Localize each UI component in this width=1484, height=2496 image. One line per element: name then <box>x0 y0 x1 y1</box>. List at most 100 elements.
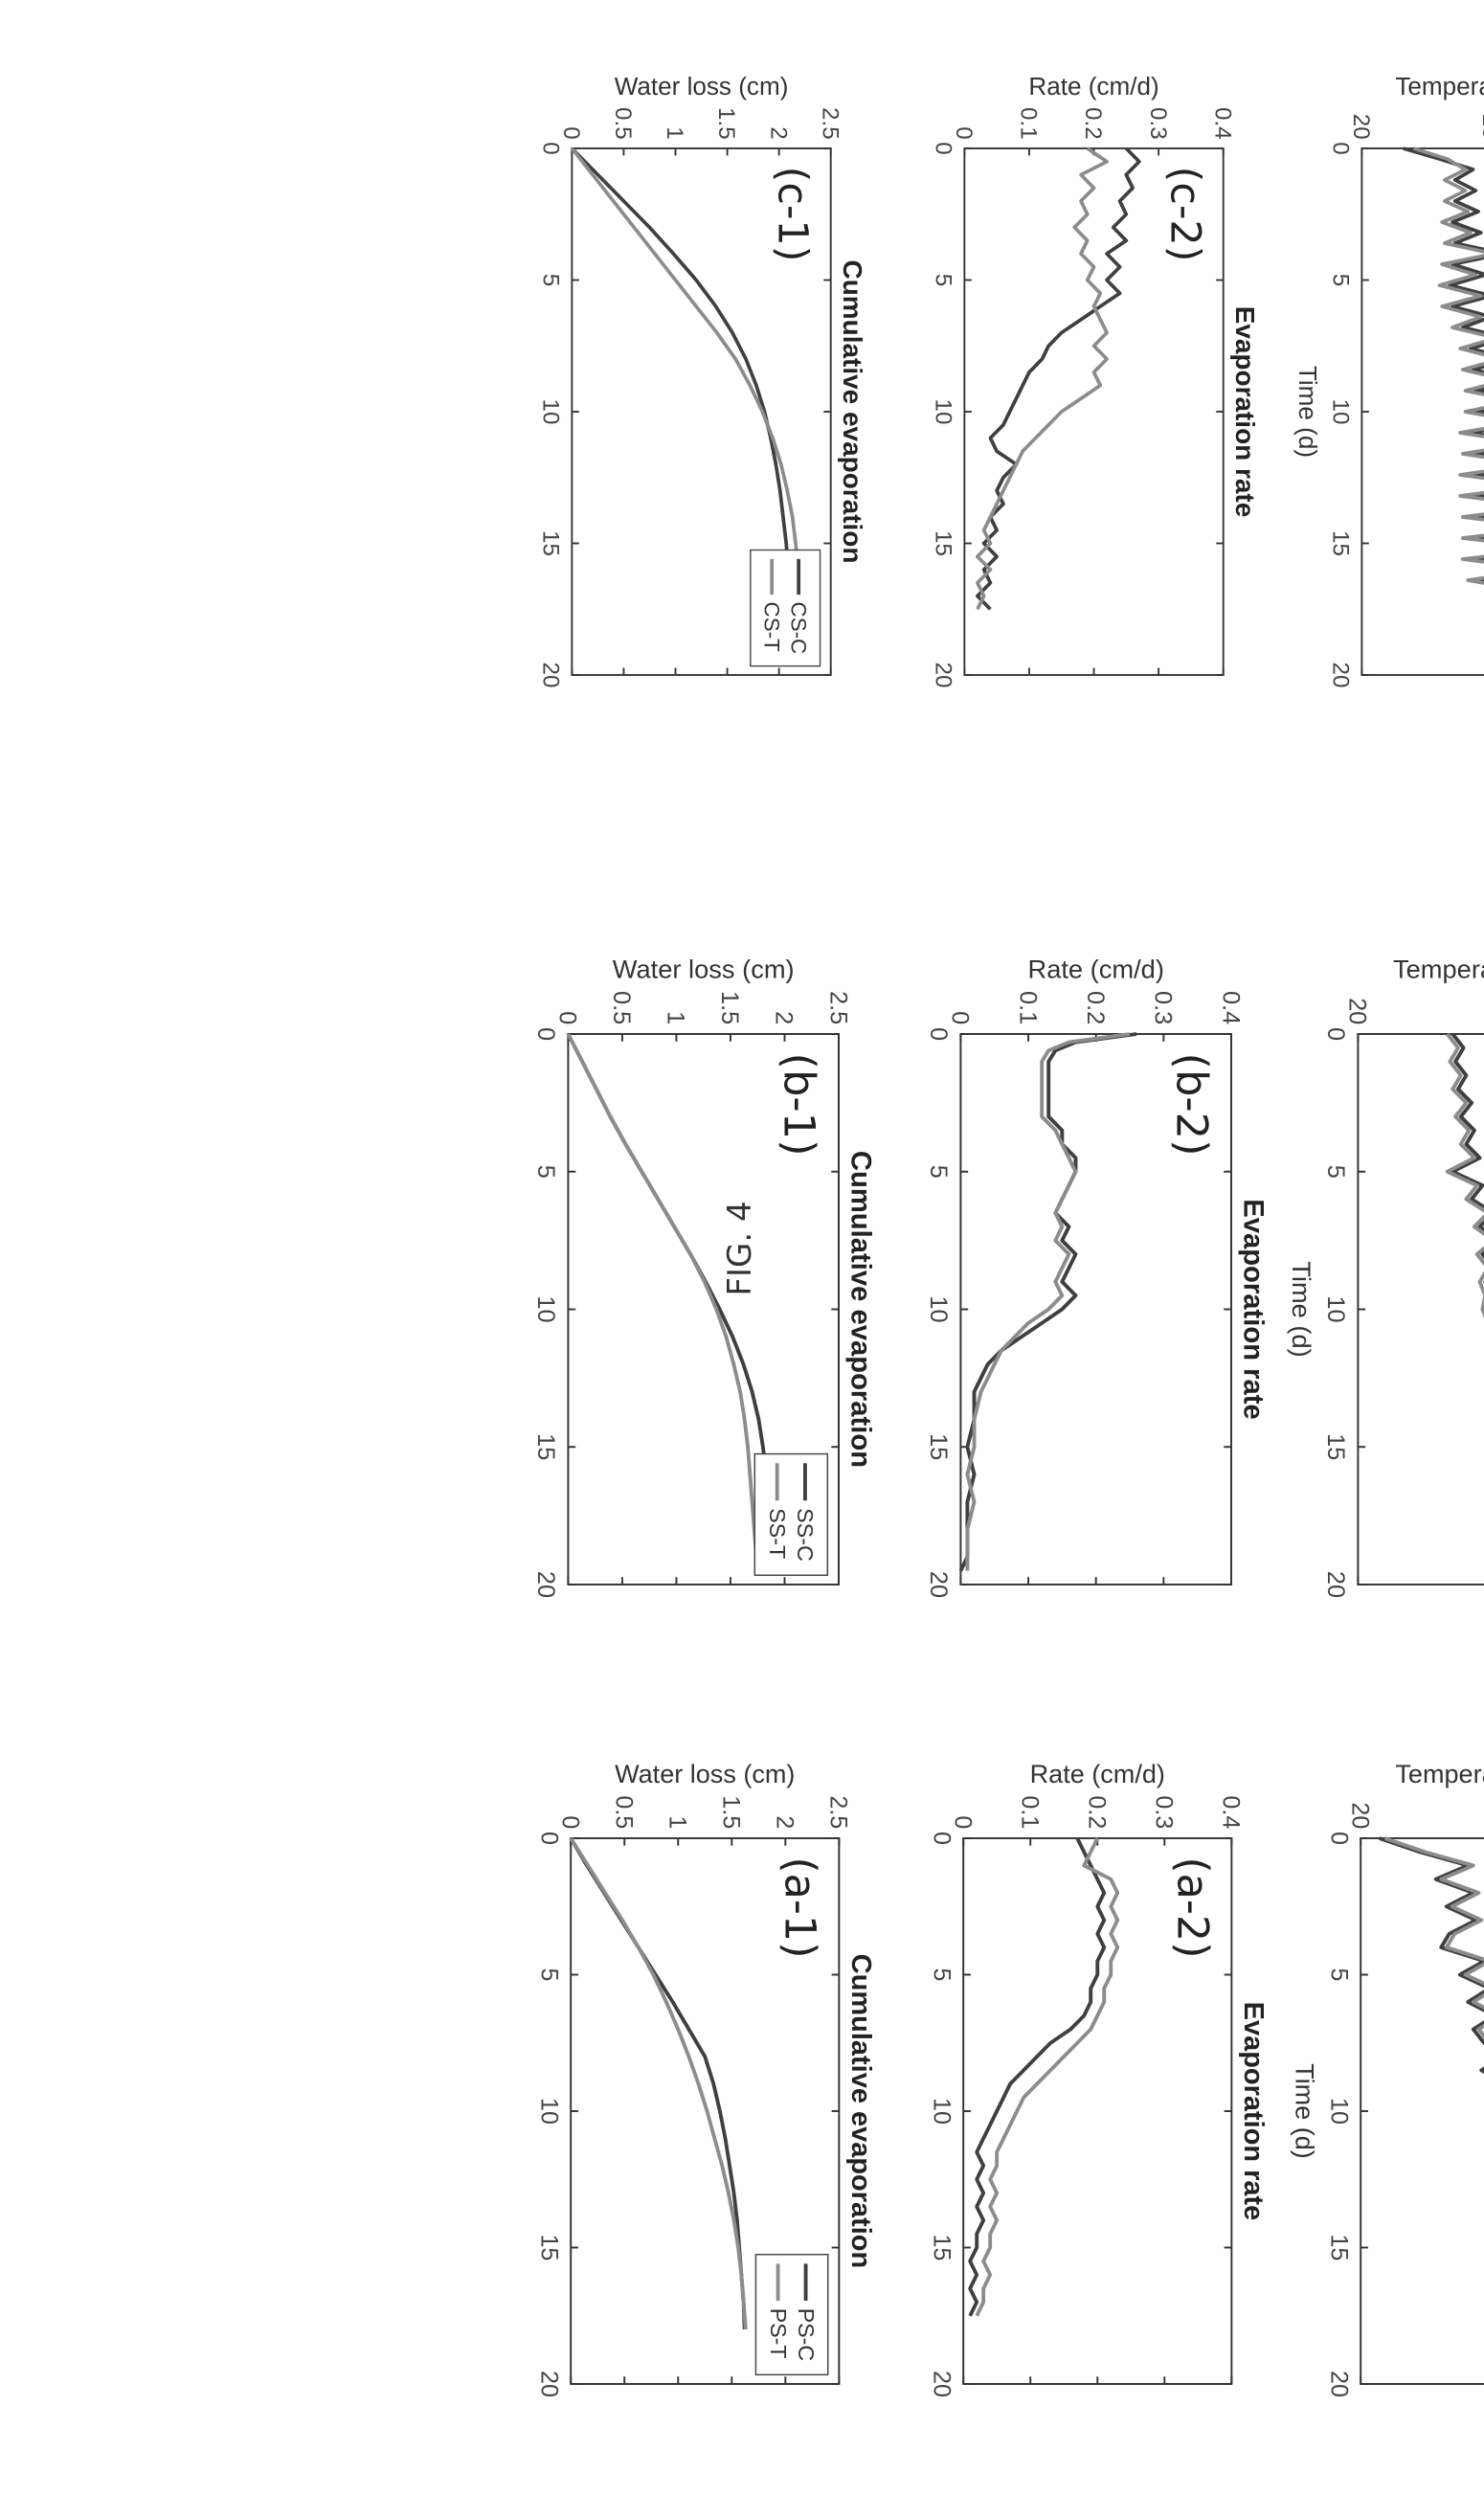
x-tick-label: 15 <box>1328 530 1354 556</box>
legend-box <box>753 1452 829 1576</box>
plot-frame <box>1357 1033 1484 1585</box>
plot-frame <box>570 1837 841 2385</box>
chart-panel-c-3: 05101520202530TemperatureTemperature (°C… <box>1293 72 1484 687</box>
legend: CS-CCS-T <box>750 549 821 667</box>
x-tick-label: 15 <box>538 530 564 556</box>
x-tick-label: 15 <box>931 530 956 556</box>
series-line-2 <box>569 1836 748 2330</box>
series-line-2 <box>1445 1032 1484 1572</box>
x-tick-label: 15 <box>535 2235 562 2261</box>
panel-label: (c-2) <box>1161 167 1209 262</box>
x-tick-label: 0 <box>538 142 564 154</box>
y-tick-label: 2 <box>772 1815 798 1829</box>
legend-box <box>750 549 821 667</box>
y-axis-label: Rate (cm/d) <box>1030 1760 1165 1788</box>
chart-panel-a-1: 0 5 10 15 20 0 0.5 1 1.5 2 2.5 Cumulative evaporati… <box>535 1760 876 2397</box>
x-tick-label: 0 <box>1328 142 1354 154</box>
legend-label: SS-T <box>765 1508 790 1559</box>
legend: SS-CSS-T <box>753 1452 829 1576</box>
legend-label: CS-C <box>787 602 811 655</box>
series-line-1 <box>1450 1032 1484 1572</box>
x-tick-label: 10 <box>925 1295 952 1322</box>
x-tick-label: 0 <box>925 1027 952 1041</box>
y-tick-label: 20 <box>1344 998 1371 1024</box>
y-tick-label: 0.1 <box>1016 107 1042 140</box>
x-tick-label: 20 <box>925 1571 952 1598</box>
plot-frame <box>1360 1837 1484 2385</box>
panel-label: (c-1) <box>769 167 817 262</box>
y-tick-label: 0 <box>558 126 584 139</box>
y-tick-label: 0 <box>947 1011 974 1024</box>
chart-title: Cumulative evaporation <box>838 260 867 564</box>
y-tick-label: 1.5 <box>713 107 739 140</box>
y-axis-label: Temperature (°C) <box>1395 72 1484 101</box>
series-line-1 <box>569 1837 747 2330</box>
y-tick-label: 2.5 <box>817 107 843 140</box>
y-axis-label: Temperature (°C) <box>1395 1760 1484 1788</box>
y-tick-label: 0.4 <box>1217 991 1244 1024</box>
series-line-1 <box>958 1032 1137 1572</box>
x-tick-label: 20 <box>1328 663 1354 688</box>
x-tick-label: 10 <box>1322 1295 1349 1322</box>
x-tick-label: 5 <box>1328 274 1354 286</box>
figure-title: FIG. 4 <box>721 1201 759 1295</box>
y-tick-label: 1 <box>664 1815 691 1829</box>
y-tick-label: 1.5 <box>716 991 743 1024</box>
panel-label: (b-1) <box>774 1052 824 1156</box>
legend-label: PS-T <box>766 2308 791 2359</box>
chart-panel-a-2: 0 5 10 15 20 0 0.1 0.2 0.3 0.4 Evaporation rate Rat… <box>928 1760 1269 2397</box>
legend: PS-CPS-T <box>754 2254 829 2376</box>
chart-panel-a-3: 05101520202530TemperatureTemperature (°C… <box>1291 1760 1484 2397</box>
panel-label: (a-2) <box>1167 1856 1216 1958</box>
series-line-1 <box>566 1033 774 1558</box>
legend-label: CS-T <box>760 602 784 653</box>
y-tick-label: 0.1 <box>1014 991 1041 1024</box>
series-line-1 <box>571 146 793 596</box>
y-tick-label: 1 <box>663 1011 689 1024</box>
x-tick-label: 10 <box>928 2098 955 2125</box>
x-tick-label: 5 <box>931 274 956 286</box>
x-tick-label: 10 <box>931 399 956 425</box>
y-tick-label: 0.3 <box>1145 107 1171 140</box>
legend-box <box>754 2254 829 2376</box>
x-tick-label: 20 <box>928 2371 955 2397</box>
y-tick-label: 0.2 <box>1080 107 1106 140</box>
y-tick-label: 1.5 <box>718 1795 745 1829</box>
y-tick-label: 0 <box>949 1815 976 1829</box>
x-tick-label: 10 <box>532 1295 559 1322</box>
chart-title: Evaporation rate <box>1238 2002 1269 2221</box>
y-tick-label: 25 <box>1481 1802 1484 1829</box>
chart-title: Cumulative evaporation <box>845 1954 876 2268</box>
series-line-1 <box>968 1837 1107 2317</box>
panel-label: (b-2) <box>1166 1052 1217 1156</box>
x-tick-label: 0 <box>928 1832 955 1845</box>
x-tick-label: 5 <box>535 1968 562 1982</box>
y-tick-label: 2 <box>765 126 791 139</box>
y-tick-label: 0.3 <box>1150 991 1177 1024</box>
x-tick-label: 0 <box>1322 1027 1349 1041</box>
y-tick-label: 0.2 <box>1084 1795 1111 1829</box>
series-line-1 <box>1379 1836 1484 2318</box>
y-tick-label: 0 <box>951 126 977 139</box>
x-tick-label: 10 <box>538 399 564 425</box>
series-line-2 <box>965 1032 1131 1571</box>
x-tick-label: 20 <box>1322 1571 1349 1598</box>
y-axis-label: Water loss (cm) <box>615 72 789 101</box>
chart-title: Evaporation rate <box>1230 306 1260 518</box>
chart-panel-c-2: 0 5 10 15 20 0 0.1 0.2 0.3 0.4 Evaporation rate Rat… <box>931 72 1260 687</box>
series-line-2 <box>975 1837 1120 2317</box>
x-tick-label: 20 <box>538 663 564 688</box>
x-tick-label: 10 <box>1325 2098 1352 2125</box>
x-tick-label: 10 <box>1328 399 1354 425</box>
x-tick-label: 0 <box>1325 1832 1352 1845</box>
chart-panel-c-1: 0 5 10 15 20 0 0.5 1 1.5 2 2.5 Cumulative evaporati… <box>538 72 867 687</box>
y-axis-label: Rate (cm/d) <box>1027 955 1163 984</box>
x-axis-label: Time (d) <box>1293 366 1322 458</box>
y-tick-label: 0.4 <box>1209 107 1235 140</box>
x-tick-label: 5 <box>538 274 564 286</box>
y-tick-label: 0.3 <box>1151 1795 1178 1829</box>
y-tick-label: 0.5 <box>608 991 635 1024</box>
y-tick-label: 0.5 <box>611 1795 638 1829</box>
y-tick-label: 2.5 <box>824 991 851 1024</box>
